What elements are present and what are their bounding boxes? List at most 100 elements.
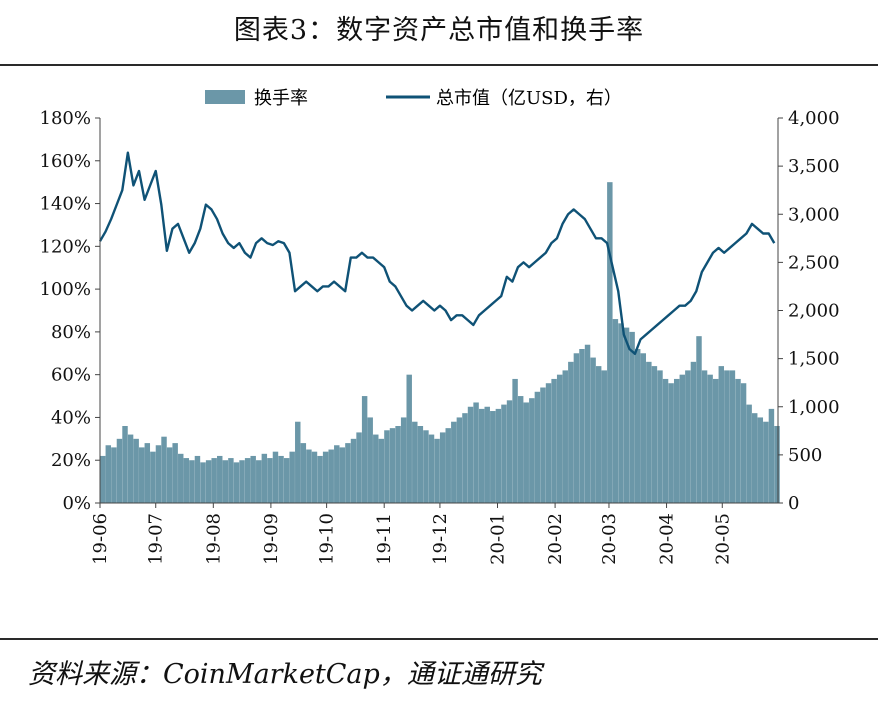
turnover-bar	[283, 458, 290, 503]
turnover-bar	[718, 366, 725, 503]
turnover-bar	[495, 408, 502, 503]
turnover-bar	[317, 455, 323, 503]
turnover-bar	[384, 430, 390, 503]
turnover-bar	[473, 402, 479, 503]
turnover-bar	[724, 370, 730, 503]
turnover-bar	[423, 430, 429, 503]
x-tick-label: 19-10	[317, 513, 338, 565]
turnover-bar	[300, 443, 307, 503]
turnover-bar	[712, 378, 719, 503]
right-tick-label: 4,000	[788, 108, 840, 129]
turnover-bar	[166, 447, 173, 503]
left-tick-label: 80%	[51, 322, 91, 343]
turnover-bar	[646, 361, 652, 503]
turnover-bar	[467, 406, 474, 503]
turnover-bar	[668, 383, 674, 503]
legend-swatch-turnover	[205, 90, 245, 104]
turnover-bar	[406, 374, 412, 503]
turnover-bar	[768, 408, 775, 503]
turnover-bar	[412, 421, 418, 503]
turnover-bar	[367, 417, 373, 503]
x-tick-label: 19-12	[430, 513, 451, 565]
left-tick-label: 40%	[51, 407, 91, 428]
x-tick-label: 20-05	[712, 513, 733, 565]
right-tick-label: 3,000	[788, 204, 840, 225]
left-tick-label: 180%	[40, 108, 91, 129]
turnover-bar	[607, 182, 613, 504]
turnover-bar	[345, 443, 351, 503]
turnover-bar	[763, 421, 769, 503]
right-tick-label: 2,500	[788, 252, 840, 273]
turnover-bar	[172, 443, 178, 503]
left-tick-label: 140%	[40, 194, 91, 215]
turnover-bar	[116, 438, 123, 503]
legend-label-turnover: 换手率	[254, 88, 308, 109]
turnover-bar	[673, 378, 680, 503]
right-tick-label: 1,500	[788, 349, 840, 370]
turnover-bar	[685, 370, 691, 503]
right-tick-label: 0	[788, 493, 799, 514]
turnover-bar	[568, 361, 574, 503]
turnover-bar	[679, 374, 685, 503]
turnover-bar	[696, 336, 702, 503]
turnover-bar	[295, 421, 301, 503]
turnover-bar	[529, 398, 535, 503]
turnover-bar	[150, 451, 156, 503]
title-divider	[0, 64, 878, 66]
turnover-bar	[579, 349, 585, 503]
turnover-bar	[222, 460, 229, 503]
turnover-bar	[662, 378, 669, 503]
turnover-bar	[595, 366, 602, 503]
turnover-bar	[740, 383, 747, 503]
turnover-bar	[456, 417, 463, 503]
x-tick-label: 19-08	[203, 513, 224, 565]
turnover-bar	[139, 447, 145, 503]
x-axis-ticks: 19-06 19-07 19-08 19-09 19-10 19-11 19-12 20-01…	[90, 503, 733, 565]
x-tick-label: 20-03	[599, 513, 620, 565]
turnover-bar	[490, 411, 496, 503]
turnover-bar	[551, 378, 557, 503]
turnover-bar	[261, 453, 268, 503]
turnover-bar	[478, 408, 485, 503]
turnover-bar	[629, 331, 635, 503]
turnover-bar	[451, 421, 457, 503]
turnover-bar	[334, 445, 340, 503]
x-tick-label: 19-07	[146, 513, 167, 565]
right-tick-label: 1,000	[788, 397, 840, 418]
legend-label-market-cap: 总市值（亿USD，右）	[436, 88, 622, 109]
turnover-bar	[256, 460, 262, 503]
turnover-bar	[278, 455, 284, 503]
turnover-bar	[133, 438, 139, 503]
left-axis-ticks: 0% 20% 40% 60% 80% 100% 120% 140% 160% 180%	[40, 108, 100, 514]
turnover-bar	[701, 370, 708, 503]
turnover-bar	[189, 460, 195, 503]
turnover-bar	[584, 344, 591, 503]
footer-divider	[0, 638, 878, 640]
x-tick-label: 19-09	[261, 513, 282, 565]
turnover-bar	[618, 323, 624, 503]
turnover-bar	[506, 400, 513, 503]
turnover-bar	[105, 445, 112, 503]
turnover-bar	[217, 455, 223, 503]
left-tick-label: 160%	[40, 151, 91, 172]
left-tick-label: 60%	[51, 365, 91, 386]
turnover-bar	[545, 383, 552, 503]
turnover-bar	[122, 426, 128, 503]
turnover-bar	[612, 319, 619, 503]
turnover-bar	[328, 449, 334, 503]
turnover-bar	[634, 349, 641, 503]
x-tick-label: 20-02	[545, 513, 566, 565]
turnover-bar	[774, 426, 780, 503]
turnover-bar	[746, 404, 752, 503]
turnover-bar	[356, 432, 362, 503]
turnover-bar	[155, 445, 162, 503]
left-tick-label: 20%	[51, 450, 91, 471]
turnover-bar	[194, 455, 201, 503]
turnover-bar	[161, 436, 167, 503]
turnover-bar	[378, 438, 385, 503]
turnover-bar	[462, 413, 468, 503]
turnover-bar	[211, 458, 217, 503]
turnover-bar	[311, 451, 318, 503]
turnover-bar	[523, 402, 529, 503]
right-tick-label: 2,000	[788, 301, 840, 322]
